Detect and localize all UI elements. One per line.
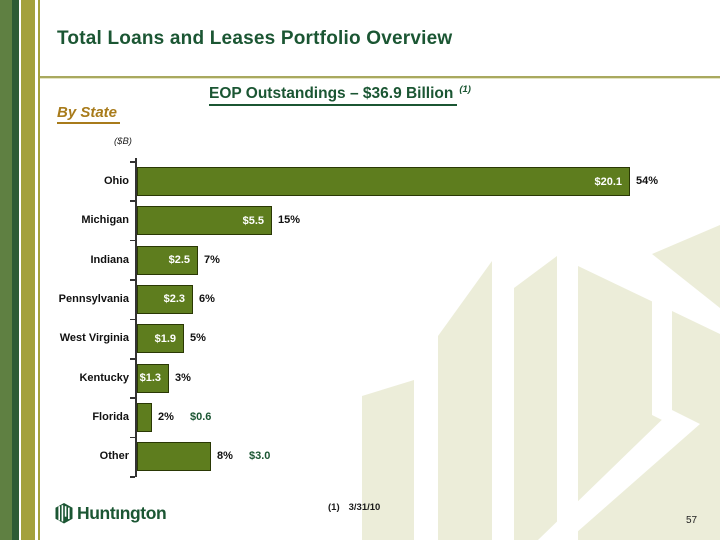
left-border-stripe-olive xyxy=(21,0,35,540)
bar: $2.3 xyxy=(137,284,193,314)
subtitle-footnote-ref: (1) xyxy=(459,84,471,95)
units-label: ($B) xyxy=(114,136,132,147)
bar-pct-label: 3% xyxy=(175,371,191,384)
chart-subtitle-wrap: EOP Outstandings – $36.9 Billion (1) xyxy=(120,84,560,107)
slide-title: Total Loans and Leases Portfolio Overvie… xyxy=(57,28,453,49)
bar-value-label: $20.1 xyxy=(594,175,622,188)
bar xyxy=(137,442,211,472)
category-label: West Virginia xyxy=(59,332,129,345)
category-label: Pennsylvania xyxy=(58,292,129,305)
huntington-logo-text: Huntıngton xyxy=(77,503,167,523)
axis-tick xyxy=(130,239,135,242)
bar: $20.1 xyxy=(137,167,630,196)
bar-value-label: $5.5 xyxy=(242,214,264,227)
bar-pct-label: 15% xyxy=(278,214,301,227)
category-label: Other xyxy=(99,450,129,463)
page-number: 57 xyxy=(686,515,698,526)
category-label: Michigan xyxy=(81,214,129,227)
left-border-thin-line xyxy=(38,0,40,540)
footnote-date: 3/31/10 xyxy=(348,502,381,513)
bar: $2.5 xyxy=(137,245,198,275)
bar-pct-label: 5% xyxy=(190,332,206,345)
footnote-marker: (1) xyxy=(328,502,340,513)
huntington-logo-icon xyxy=(55,503,73,524)
left-border-stripe-dark-green xyxy=(12,0,19,540)
bar-value-label: $2.3 xyxy=(163,293,185,306)
bar: $5.5 xyxy=(137,206,272,236)
bar-pct-label: 2% xyxy=(158,410,174,423)
huntington-watermark-logo xyxy=(362,225,720,540)
bar-value-label: $1.3 xyxy=(139,372,161,384)
footnote: (1) 3/31/10 xyxy=(328,502,380,513)
axis-tick xyxy=(130,397,135,399)
chart-subtitle: EOP Outstandings – $36.9 Billion xyxy=(209,85,458,107)
bar xyxy=(137,402,152,432)
left-border-stripe-green xyxy=(0,0,12,540)
bar: $1.9 xyxy=(137,324,184,354)
bar-value-label-outside: $3.0 xyxy=(249,450,271,463)
category-label: Florida xyxy=(92,410,129,423)
bar-pct-label: 7% xyxy=(204,253,220,266)
category-label: Kentucky xyxy=(79,371,129,384)
bar-value-label: $2.5 xyxy=(168,254,190,267)
axis-tick xyxy=(130,476,135,478)
bar-pct-label: 6% xyxy=(199,292,215,305)
axis-tick xyxy=(130,436,135,439)
axis-tick xyxy=(130,200,135,202)
category-label: Indiana xyxy=(90,253,129,266)
axis-tick xyxy=(130,161,135,163)
axis-tick xyxy=(130,279,135,281)
category-label: Ohio xyxy=(103,175,129,187)
axis-tick xyxy=(130,358,135,360)
bar: $1.3 xyxy=(137,363,169,393)
axis-tick xyxy=(130,318,135,321)
huntington-logo: Huntıngton xyxy=(55,503,167,524)
category-axis xyxy=(135,158,137,477)
title-separator xyxy=(40,76,720,79)
bar-value-label-outside: $0.6 xyxy=(190,410,212,423)
section-label-by-state: By State xyxy=(57,104,121,124)
bar-value-label: $1.9 xyxy=(154,332,176,345)
bar-pct-label: 54% xyxy=(636,175,659,187)
bar-pct-label: 8% xyxy=(217,450,233,463)
